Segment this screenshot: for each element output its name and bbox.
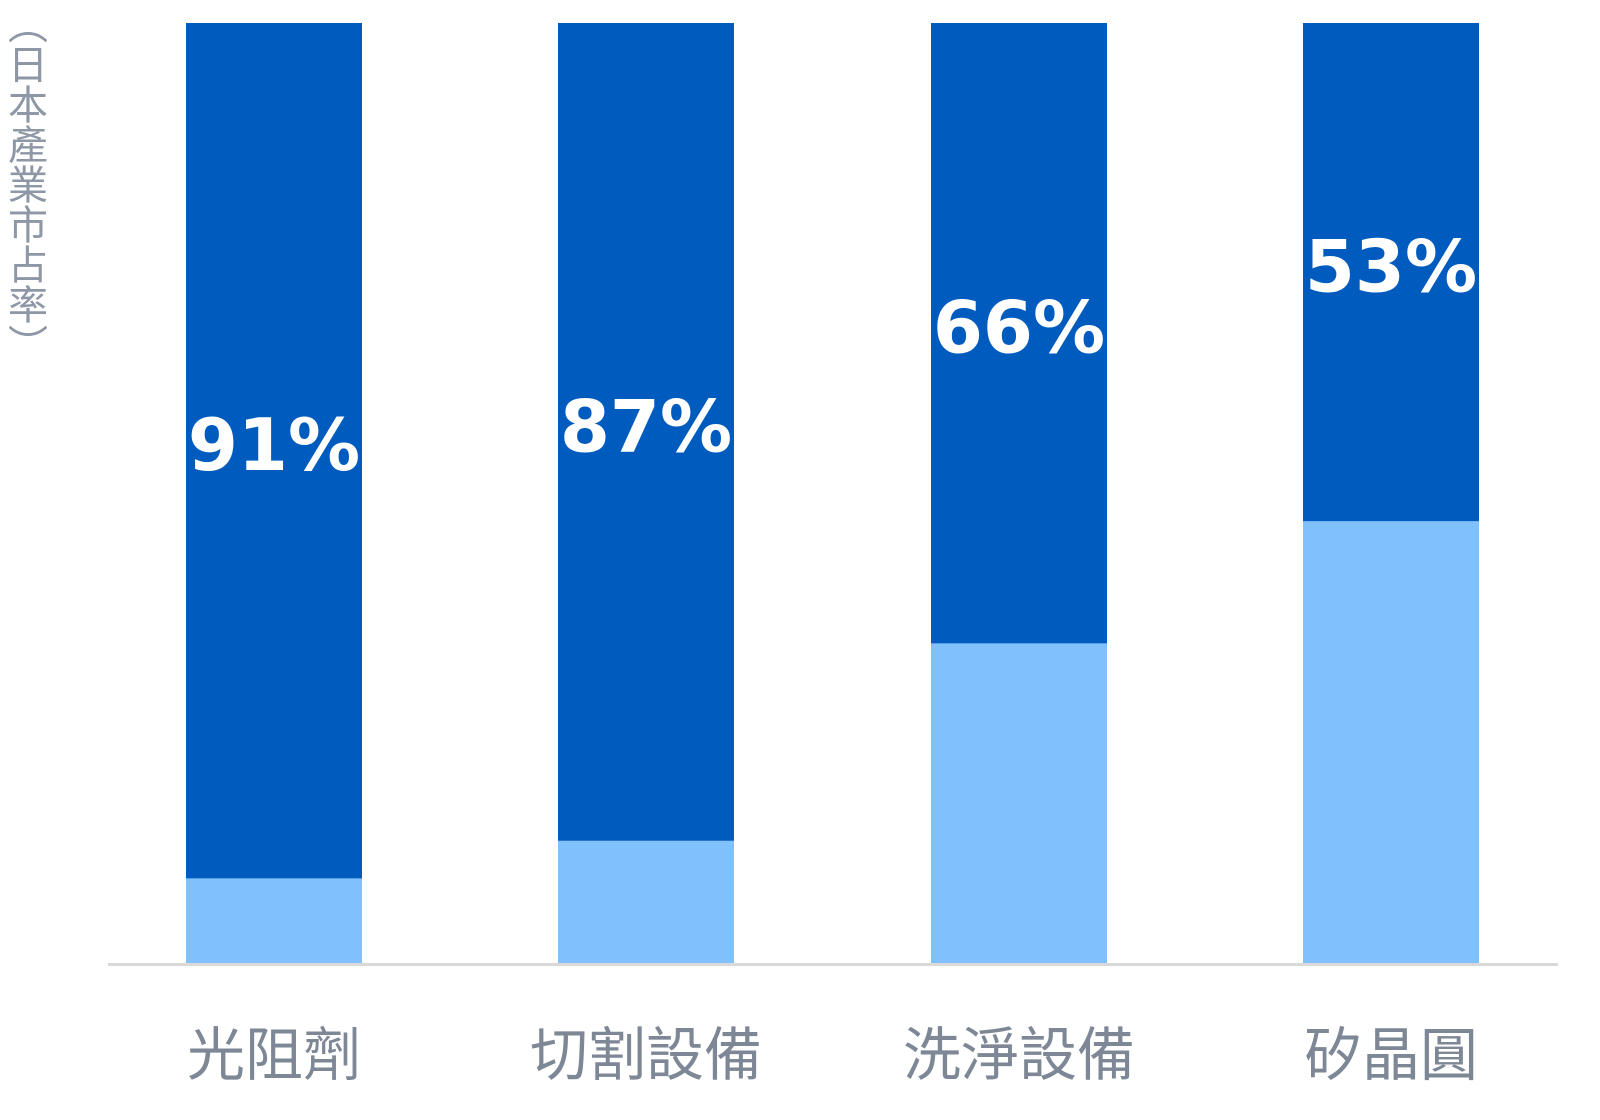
bar-segment: [1303, 23, 1479, 522]
x-tick-label: 切割設備: [530, 1021, 762, 1089]
bar-segment: [558, 840, 734, 963]
x-tick-label: 矽晶圓: [1304, 1021, 1478, 1089]
bar-segment: [558, 23, 734, 841]
x-tick-label: 光阻劑: [187, 1021, 361, 1089]
value-label: 66%: [933, 286, 1105, 370]
bar-segment: [931, 23, 1107, 644]
bar-segment: [186, 878, 362, 963]
value-label: 53%: [1305, 225, 1477, 309]
value-label: 91%: [188, 403, 360, 487]
y-axis-label: （日本產業市占率）: [1, 4, 48, 364]
value-label: 87%: [560, 384, 732, 468]
bar-segment: [186, 23, 362, 879]
bar-segment: [931, 643, 1107, 963]
bar-segment: [1303, 521, 1479, 963]
x-tick-label: 洗淨設備: [903, 1021, 1135, 1089]
